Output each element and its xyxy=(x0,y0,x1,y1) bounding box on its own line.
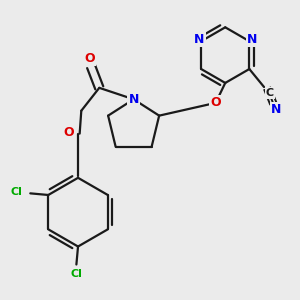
Text: N: N xyxy=(271,103,282,116)
Text: O: O xyxy=(84,52,95,65)
Text: Cl: Cl xyxy=(70,269,82,279)
Text: Cl: Cl xyxy=(11,187,22,197)
Text: N: N xyxy=(194,33,205,46)
Text: N: N xyxy=(128,93,139,106)
Text: C: C xyxy=(266,88,274,98)
Text: O: O xyxy=(210,96,221,109)
Text: O: O xyxy=(63,125,74,139)
Text: N: N xyxy=(247,33,257,46)
